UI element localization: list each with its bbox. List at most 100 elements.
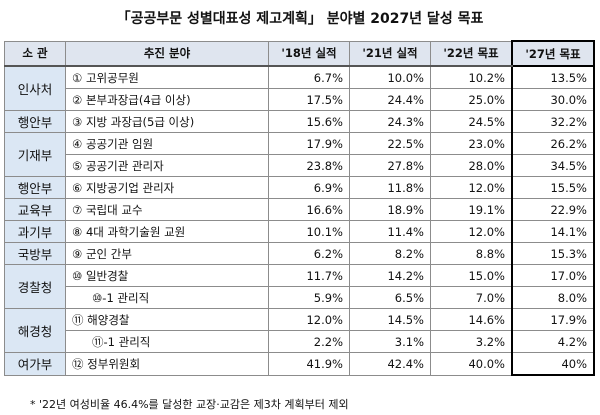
field-cell: ④ 공공기관 임원 — [65, 132, 269, 155]
header-cell: 추진 분야 — [65, 40, 269, 67]
value-cell: 4.2% — [511, 330, 595, 353]
value-cell: 14.6% — [430, 308, 513, 331]
value-cell: 17.0% — [511, 264, 595, 287]
agency-cell: 기재부 — [4, 132, 66, 177]
value-cell: 24.5% — [430, 110, 513, 133]
table-body: 인사처 ① 고위공무원 6.7% 10.0% 10.2% 13.5% ② 본부과장급(4급 … — [4, 65, 595, 376]
value-cell: 3.1% — [349, 330, 431, 353]
table-row: 해경청 ⑪ 해양경찰 12.0% 14.5% 14.6% 17.9% — [4, 308, 595, 353]
value-cell: 26.2% — [511, 132, 595, 155]
field-cell: ⑤ 공공기관 관리자 — [65, 154, 269, 177]
value-cell: 28.0% — [430, 154, 513, 177]
agency-cell: 경찰청 — [4, 264, 66, 309]
field-cell: ⑦ 국립대 교수 — [65, 198, 269, 221]
table-row: 여가부 ⑫ 정부위원회 41.9% 42.4% 40.0% 40% — [4, 352, 595, 376]
value-cell: 8.0% — [511, 286, 595, 309]
header-cell: '22년 목표 — [430, 40, 513, 67]
agency-cell: 행안부 — [4, 110, 66, 133]
value-cell: 11.4% — [349, 220, 431, 243]
value-cell: 17.5% — [268, 88, 350, 111]
value-cell: 10.2% — [430, 65, 513, 89]
table-row: 기재부 ④ 공공기관 임원 17.9% 22.5% 23.0% 26.2% — [4, 132, 595, 177]
header-cell: '18년 실적 — [268, 40, 350, 67]
value-cell: 30.0% — [511, 88, 595, 111]
field-cell: ⑩ 일반경찰 — [65, 264, 269, 287]
table-row: 국방부 ⑨ 군인 간부 6.2% 8.2% 8.8% 15.3% — [4, 242, 595, 265]
value-cell: 32.2% — [511, 110, 595, 133]
table-row: 교육부 ⑦ 국립대 교수 16.6% 18.9% 19.1% 22.9% — [4, 198, 595, 221]
value-cell: 15.5% — [511, 176, 595, 199]
agency-cell: 교육부 — [4, 198, 66, 221]
agency-cell: 행안부 — [4, 176, 66, 199]
value-cell: 23.8% — [268, 154, 350, 177]
value-cell: 41.9% — [268, 352, 350, 376]
field-cell: ③ 지방 과장급(5급 이상) — [65, 110, 269, 133]
value-cell: 14.1% — [511, 220, 595, 243]
value-cell: 12.0% — [430, 176, 513, 199]
value-cell: 12.0% — [430, 220, 513, 243]
value-cell: 42.4% — [349, 352, 431, 376]
value-cell: 6.5% — [349, 286, 431, 309]
value-cell: 13.5% — [511, 65, 595, 89]
table-row: 인사처 ① 고위공무원 6.7% 10.0% 10.2% 13.5% — [4, 65, 595, 111]
field-cell: ⑩-1 관리직 — [65, 286, 269, 309]
value-cell: 40.0% — [430, 352, 513, 376]
field-cell: ⑪ 해양경찰 — [65, 308, 269, 331]
value-cell: 11.7% — [268, 264, 350, 287]
field-cell: ⑫ 정부위원회 — [65, 352, 269, 376]
table-row: ⑩-1 관리직 5.9% 6.5% 7.0% 8.0% — [5, 286, 595, 309]
target-table: 소 관 추진 분야 '18년 실적 '21년 실적 '22년 목표 '27년 목표 인사처… — [4, 40, 595, 376]
value-cell: 2.2% — [268, 330, 350, 353]
value-cell: 19.1% — [430, 198, 513, 221]
field-cell: ⑥ 지방공기업 관리자 — [65, 176, 269, 199]
table-row: ⑤ 공공기관 관리자 23.8% 27.8% 28.0% 34.5% — [5, 154, 595, 177]
field-cell: ⑧ 4대 과학기술원 교원 — [65, 220, 269, 243]
value-cell: 10.1% — [268, 220, 350, 243]
value-cell: 23.0% — [430, 132, 513, 155]
value-cell: 8.2% — [349, 242, 431, 265]
table-row: 행안부 ⑥ 지방공기업 관리자 6.9% 11.8% 12.0% 15.5% — [4, 176, 595, 199]
value-cell: 17.9% — [268, 132, 350, 155]
title: 「공공부문 성별대표성 제고계획」 분야별 2027년 달성 목표 — [116, 11, 484, 27]
value-cell: 5.9% — [268, 286, 350, 309]
table-row: ② 본부과장급(4급 이상) 17.5% 24.4% 25.0% 30.0% — [5, 88, 595, 111]
value-cell: 17.9% — [511, 308, 595, 331]
table-row: 과기부 ⑧ 4대 과학기술원 교원 10.1% 11.4% 12.0% 14.1% — [4, 220, 595, 243]
value-cell: 16.6% — [268, 198, 350, 221]
value-cell: 12.0% — [268, 308, 350, 331]
header-cell: '21년 실적 — [349, 40, 431, 67]
table-row: 행안부 ③ 지방 과장급(5급 이상) 15.6% 24.3% 24.5% 32.2% — [4, 110, 595, 133]
value-cell: 11.8% — [349, 176, 431, 199]
field-cell: ⑨ 군인 간부 — [65, 242, 269, 265]
value-cell: 15.3% — [511, 242, 595, 265]
value-cell: 24.4% — [349, 88, 431, 111]
value-cell: 14.2% — [349, 264, 431, 287]
agency-cell: 과기부 — [4, 220, 66, 243]
value-cell: 22.9% — [511, 198, 595, 221]
header-cell: '27년 목표 — [511, 40, 595, 67]
value-cell: 25.0% — [430, 88, 513, 111]
value-cell: 3.2% — [430, 330, 513, 353]
value-cell: 22.5% — [349, 132, 431, 155]
value-cell: 14.5% — [349, 308, 431, 331]
value-cell: 10.0% — [349, 65, 431, 89]
value-cell: 7.0% — [430, 286, 513, 309]
value-cell: 15.0% — [430, 264, 513, 287]
field-cell: ② 본부과장급(4급 이상) — [65, 88, 269, 111]
field-cell: ① 고위공무원 — [65, 65, 269, 89]
agency-cell: 국방부 — [4, 242, 66, 265]
value-cell: 8.8% — [430, 242, 513, 265]
value-cell: 34.5% — [511, 154, 595, 177]
field-cell: ⑪-1 관리직 — [65, 330, 269, 353]
value-cell: 15.6% — [268, 110, 350, 133]
footnote: * '22년 여성비율 46.4%를 달성한 교장·교감은 제3차 계획부터 제… — [30, 398, 349, 411]
value-cell: 6.7% — [268, 65, 350, 89]
header-cell: 소 관 — [4, 40, 66, 67]
table-row: ⑪-1 관리직 2.2% 3.1% 3.2% 4.2% — [5, 330, 595, 353]
value-cell: 27.8% — [349, 154, 431, 177]
value-cell: 6.9% — [268, 176, 350, 199]
agency-cell: 여가부 — [4, 352, 66, 376]
value-cell: 24.3% — [349, 110, 431, 133]
table-row: 경찰청 ⑩ 일반경찰 11.7% 14.2% 15.0% 17.0% — [4, 264, 595, 309]
value-cell: 18.9% — [349, 198, 431, 221]
